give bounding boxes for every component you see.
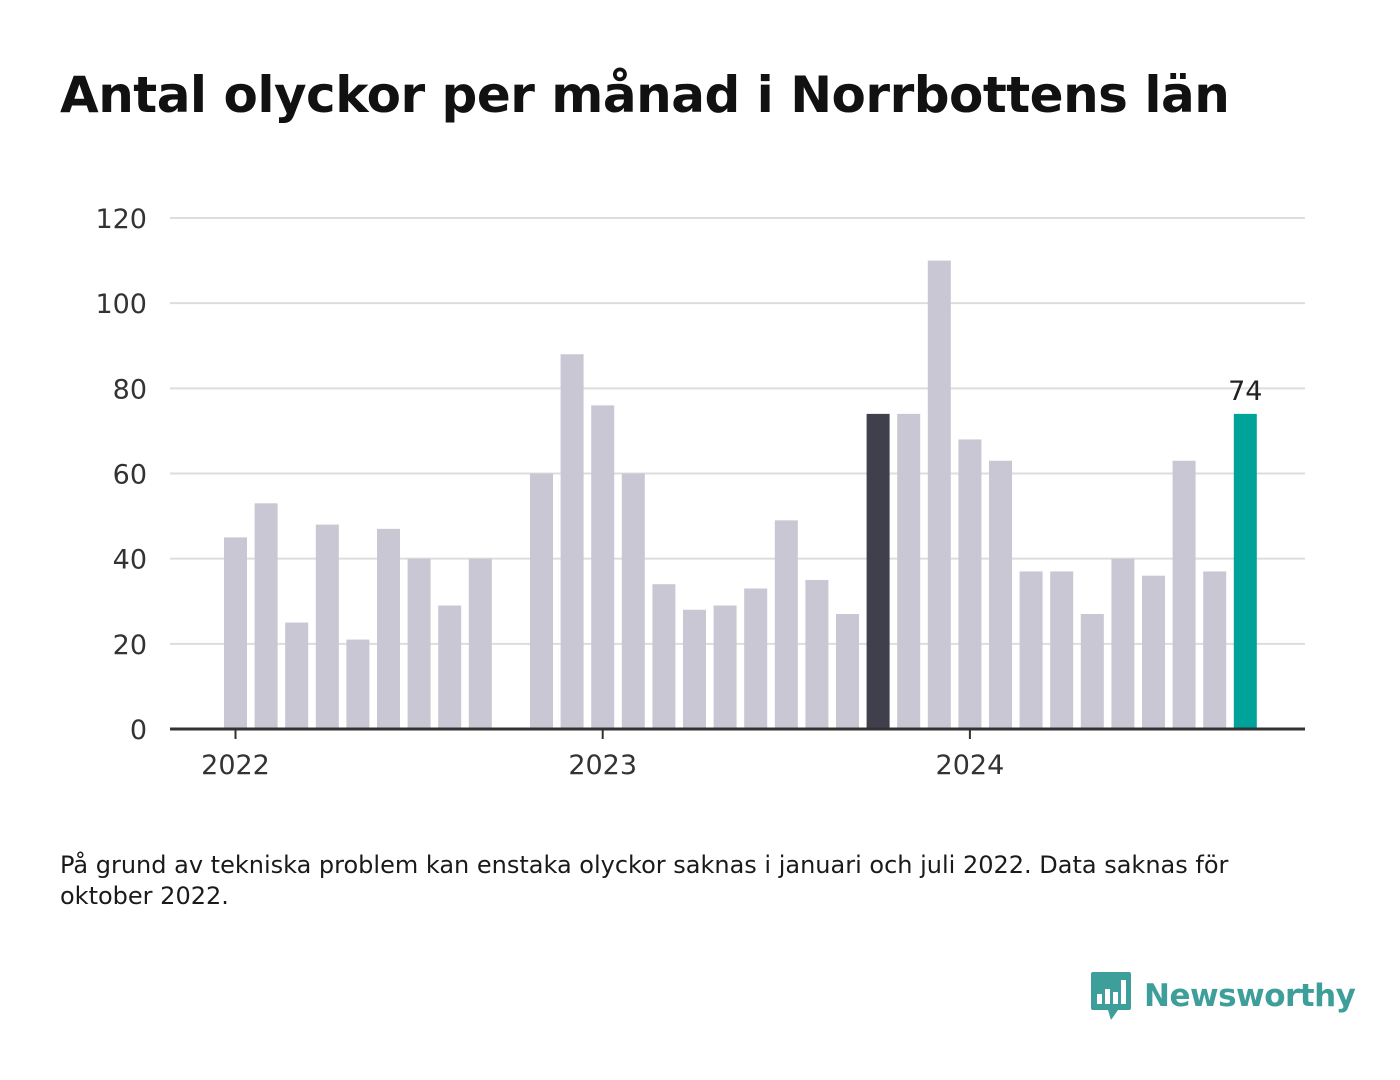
bar-2023-09	[836, 614, 859, 729]
bar-2022-06	[377, 528, 400, 729]
bar-2022-09	[468, 558, 492, 729]
bar-2024-03	[1019, 571, 1043, 729]
bar-2022-11	[530, 473, 553, 729]
bar-2022-08	[438, 605, 462, 729]
bar-2023-04	[683, 609, 706, 729]
y-tick-label: 40	[113, 545, 147, 576]
x-tick-label: 2024	[936, 750, 1005, 781]
bar-2022-04	[315, 524, 339, 729]
bar-chart-speech-bubble-icon	[1091, 972, 1131, 1020]
bar-2024-04	[1050, 571, 1074, 729]
bars	[224, 260, 1257, 729]
bar-2023-05	[713, 605, 737, 729]
y-tick-label: 0	[130, 715, 147, 746]
y-tick-label: 100	[95, 289, 147, 320]
bar-2023-11	[897, 413, 921, 729]
newsworthy-logo: Newsworthy	[1090, 968, 1356, 1024]
bar-2024-07	[1142, 575, 1165, 729]
y-tick-label: 20	[113, 630, 147, 661]
bar-2023-01	[591, 405, 615, 729]
x-tick-label: 2022	[201, 750, 270, 781]
bar-2024-08	[1172, 460, 1196, 729]
bar-2024-10	[1233, 413, 1257, 729]
labels: 0 20 40 60 80 100 120 2022 2023 2024 74	[95, 204, 1262, 781]
bar-2024-05	[1080, 614, 1104, 729]
bar-2024-06	[1111, 558, 1135, 729]
bar-2023-08	[805, 579, 829, 729]
gridlines	[170, 217, 1305, 645]
y-tick-label: 60	[113, 460, 147, 491]
bar-2024-02	[989, 460, 1012, 729]
bar-chart: 0 20 40 60 80 100 120 2022 2023 2024 74	[95, 204, 1305, 781]
bar-2023-07	[774, 520, 798, 729]
x-tick-label: 2023	[568, 750, 637, 781]
y-tick-label: 120	[95, 204, 147, 235]
chart-title: Antal olyckor per månad i Norrbottens lä…	[60, 66, 1230, 124]
value-label: 74	[1228, 376, 1262, 407]
brand-name: Newsworthy	[1144, 978, 1356, 1014]
axes	[170, 727, 1305, 739]
footnote: På grund av tekniska problem kan enstaka…	[60, 851, 1229, 910]
bar-2022-01	[224, 537, 247, 729]
y-tick-label: 80	[113, 374, 147, 405]
bar-2023-03	[652, 584, 676, 729]
bar-2022-05	[346, 639, 370, 729]
bar-2023-12	[927, 260, 951, 729]
bar-2023-06	[744, 588, 768, 729]
bar-2023-10	[866, 413, 890, 729]
bar-2022-02	[254, 503, 278, 729]
bar-2022-12	[560, 354, 584, 729]
bar-2022-07	[407, 558, 431, 729]
bar-2022-03	[285, 622, 309, 729]
bar-2023-02	[621, 473, 645, 729]
bar-2024-09	[1203, 571, 1227, 729]
bar-2024-01	[958, 439, 982, 729]
